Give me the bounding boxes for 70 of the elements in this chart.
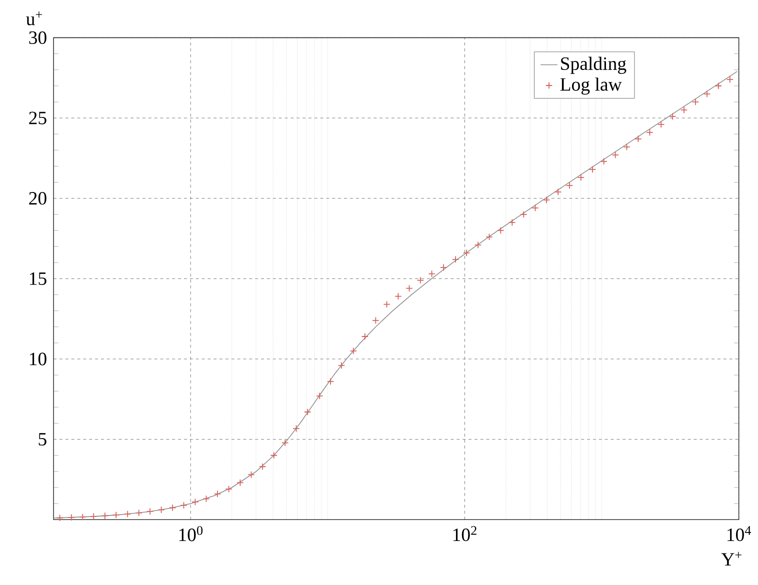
point <box>612 151 619 159</box>
point <box>168 504 176 512</box>
point <box>566 182 574 190</box>
point <box>258 462 266 470</box>
point <box>692 98 700 106</box>
y-tick-label: 25 <box>29 112 46 124</box>
point <box>394 292 402 300</box>
point <box>440 264 448 271</box>
point <box>361 332 369 340</box>
point <box>497 226 504 234</box>
point <box>714 82 722 90</box>
y-axis-title: u$^{+}$ <box>26 11 42 26</box>
point <box>416 276 424 284</box>
point <box>350 347 357 355</box>
point <box>180 502 188 509</box>
point <box>634 135 642 142</box>
y-tick-label: 15 <box>30 272 46 285</box>
point <box>542 196 550 204</box>
point <box>577 174 585 182</box>
point <box>326 378 334 386</box>
point <box>520 210 528 218</box>
point <box>669 112 676 120</box>
point <box>462 249 470 257</box>
point <box>623 143 630 150</box>
point <box>248 471 255 478</box>
point <box>124 510 132 518</box>
point <box>214 490 222 498</box>
point <box>79 513 86 521</box>
point <box>281 439 289 446</box>
point <box>372 316 380 324</box>
point <box>646 128 654 136</box>
point <box>292 424 300 432</box>
point <box>316 392 324 400</box>
point <box>270 452 278 459</box>
x-tick-label: 10$^{2}$ <box>453 526 476 542</box>
point <box>658 120 665 128</box>
point <box>112 511 120 519</box>
y-tick-label: 30 <box>29 31 46 44</box>
point <box>158 506 165 514</box>
point <box>225 485 232 493</box>
point <box>452 256 460 263</box>
x-tick-label: 10$^{4}$ <box>728 526 752 542</box>
point <box>680 106 688 114</box>
legend-label: Log law <box>560 78 622 95</box>
y-tick-label: 20 <box>29 192 46 205</box>
point <box>600 158 608 165</box>
point <box>474 241 482 248</box>
point <box>56 514 64 522</box>
point <box>383 300 390 308</box>
point <box>146 508 154 516</box>
y-tick-label: 10 <box>30 352 46 366</box>
point <box>202 495 210 502</box>
point <box>508 218 516 226</box>
point <box>703 90 711 98</box>
point <box>304 408 312 416</box>
legend-label: Spalding <box>561 56 626 74</box>
y-tick-label: 5 <box>38 433 46 446</box>
point <box>101 512 109 520</box>
x-axis-title: Y$^{+}$ <box>721 552 742 566</box>
point <box>406 284 413 292</box>
point <box>135 509 142 516</box>
point <box>90 512 98 520</box>
point <box>532 204 539 212</box>
point <box>338 362 346 369</box>
x-tick-label: 10$^{0}$ <box>179 526 203 542</box>
point <box>554 188 562 196</box>
point <box>192 498 199 506</box>
point <box>486 233 493 240</box>
point <box>236 479 244 486</box>
point <box>588 166 596 173</box>
